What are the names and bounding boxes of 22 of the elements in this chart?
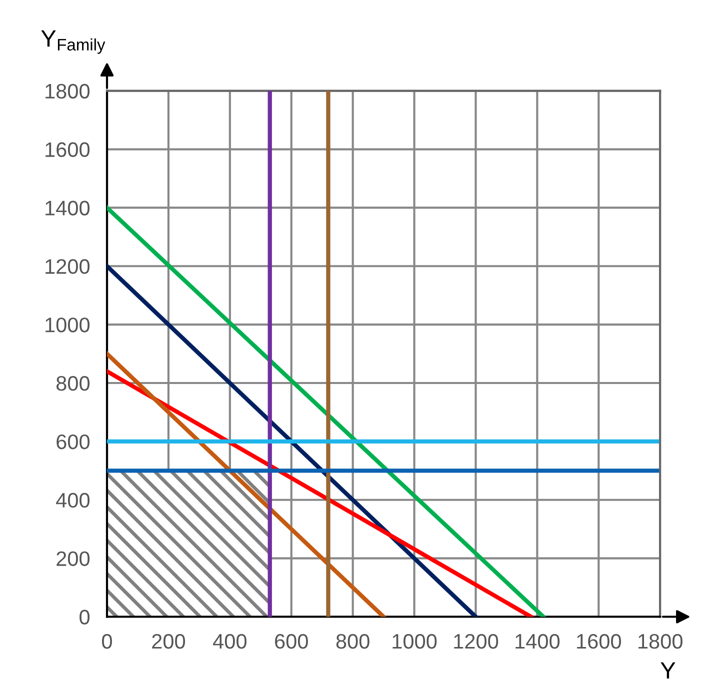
x-tick-label: 800 (336, 634, 370, 649)
y-tick-label: 0 (80, 610, 90, 625)
y-tick-label: 600 (56, 434, 90, 450)
y-tick-label: 1200 (46, 259, 90, 274)
x-tick-label: 0 (102, 634, 112, 649)
y-tick-label: 400 (56, 492, 90, 508)
y-tick-label: 200 (56, 551, 90, 566)
x-tick-label: 1400 (516, 634, 560, 649)
x-tick-label: 1000 (392, 634, 437, 649)
y-tick-label: 1600 (46, 142, 90, 158)
x-tick-label: 1600 (577, 634, 622, 649)
x-tick-label: 600 (275, 634, 308, 649)
y-tick-label: 800 (56, 376, 90, 391)
x-axis-title: Y (660, 662, 676, 679)
x-tick-label: 200 (152, 634, 186, 649)
y-tick-label: 1800 (46, 84, 90, 99)
x-tick-label: 1800 (638, 634, 682, 649)
y-tick-label: 1400 (46, 200, 90, 216)
y-axis-title: Y$_{Family}$ (41, 30, 106, 54)
y-tick-label: 1000 (46, 318, 90, 332)
x-tick-label: 400 (213, 634, 246, 649)
x-tick-label: 1200 (454, 634, 498, 649)
